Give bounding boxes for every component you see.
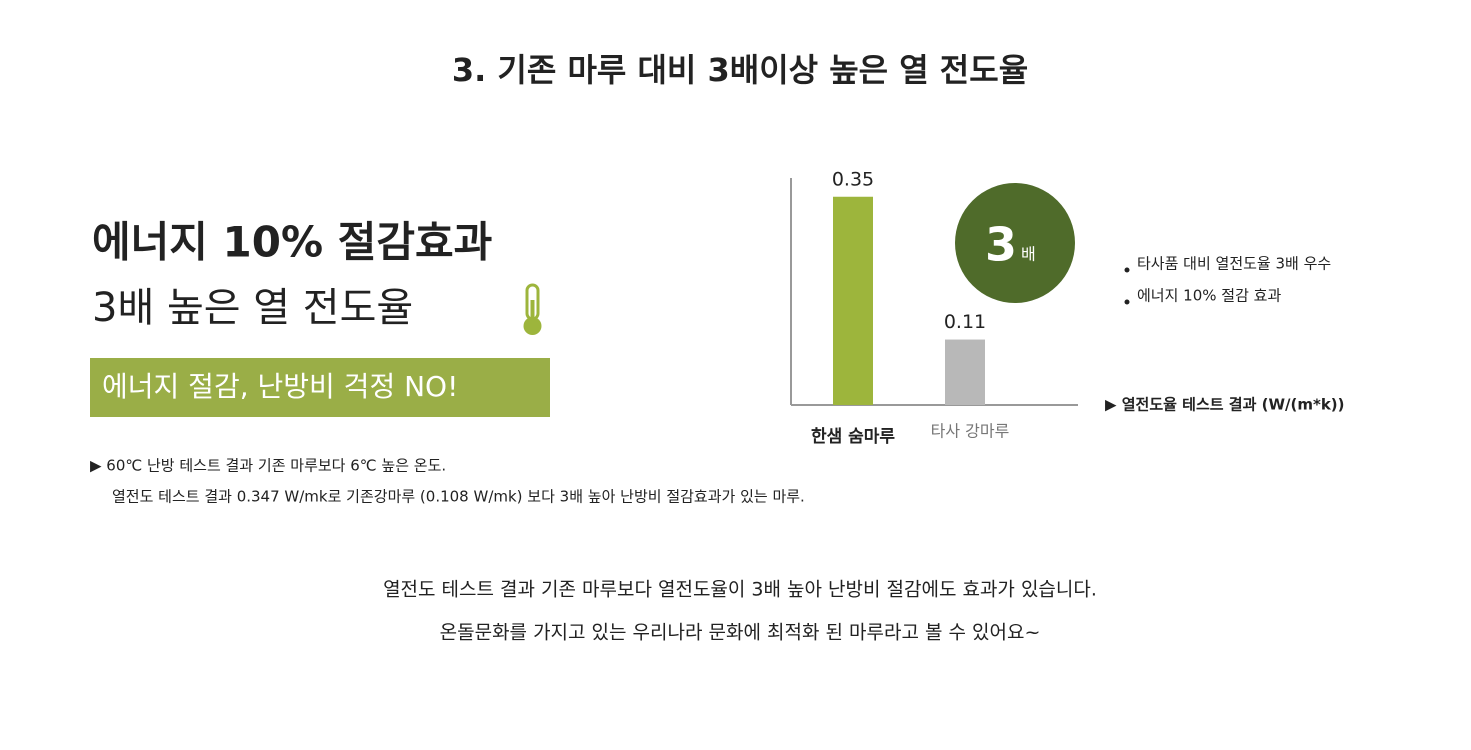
bullet-dot xyxy=(1124,299,1130,305)
bar xyxy=(945,339,985,405)
badge xyxy=(955,183,1075,303)
banner-bg xyxy=(90,358,550,417)
bullet: 에너지 10% 절감 효과 xyxy=(1137,287,1281,305)
badge-number: 3 xyxy=(985,218,1017,272)
footer-line: 열전도 테스트 결과 기존 마루보다 열전도율이 3배 높아 난방비 절감에도 … xyxy=(383,579,1097,601)
badge-unit: 배 xyxy=(1021,245,1036,264)
value-label: 0.35 xyxy=(832,168,874,190)
bullet-dot xyxy=(1124,267,1130,273)
chart-caption: ▶ 열전도율 테스트 결과 (W/(m*k)) xyxy=(1105,396,1345,414)
banner: 에너지 절감, 난방비 걱정 NO! xyxy=(102,370,458,403)
subhead: 3배 높은 열 전도율 xyxy=(92,285,413,331)
category-label: 타사 강마루 xyxy=(931,422,1010,441)
bullet: 타사품 대비 열전도율 3배 우수 xyxy=(1137,255,1331,273)
note: 열전도 테스트 결과 0.347 W/mk로 기존강마루 (0.108 W/mk… xyxy=(112,488,805,506)
thermometer-icon xyxy=(523,283,542,335)
category-label: 한샘 숨마루 xyxy=(811,427,895,447)
value-label: 0.11 xyxy=(944,311,986,333)
bar xyxy=(833,196,873,405)
heading: 3. 기존 마루 대비 3배이상 높은 열 전도율 xyxy=(452,51,1028,89)
headline: 에너지 10% 절감효과 xyxy=(92,218,492,267)
note: ▶ 60℃ 난방 테스트 결과 기존 마루보다 6℃ 높은 온도. xyxy=(90,457,446,475)
footer-line: 온돌문화를 가지고 있는 우리나라 문화에 최적화 된 마루라고 볼 수 있어요… xyxy=(440,622,1041,644)
